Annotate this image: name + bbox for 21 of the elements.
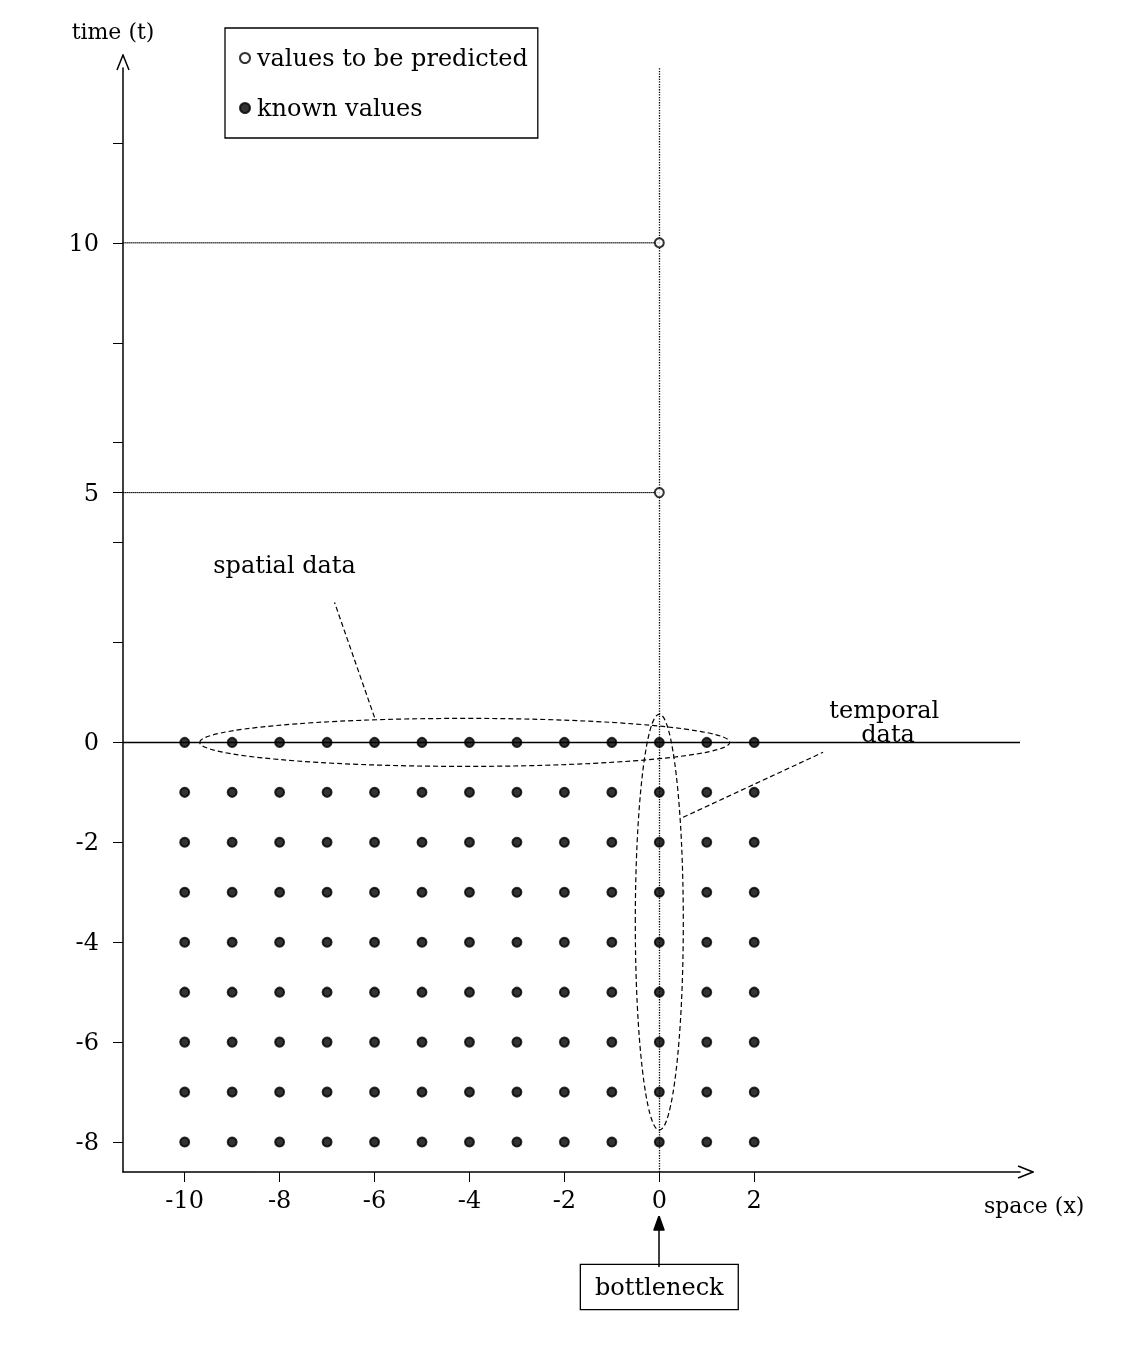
legend-label: known values bbox=[257, 94, 423, 122]
x-tick-label: -2 bbox=[552, 1186, 577, 1214]
y-tick-label: 5 bbox=[83, 478, 99, 507]
y-tick-label: -6 bbox=[75, 1028, 99, 1057]
x-tick-label: -10 bbox=[165, 1186, 205, 1214]
y-tick-label: -4 bbox=[75, 928, 99, 957]
x-tick-label: -4 bbox=[457, 1186, 482, 1214]
y-tick-label: -8 bbox=[75, 1128, 99, 1157]
text: bottleneck bbox=[594, 1273, 725, 1301]
annotation: spatial data bbox=[213, 551, 356, 580]
y-tick-label: 10 bbox=[68, 228, 99, 257]
legend-label: values to be predicted bbox=[256, 44, 528, 72]
x-tick-label: -8 bbox=[267, 1186, 292, 1214]
x-tick-label: 0 bbox=[651, 1186, 667, 1214]
x-tick-label: -6 bbox=[362, 1186, 387, 1214]
annotation: temporal data bbox=[829, 696, 947, 749]
x-tick-label: 2 bbox=[746, 1186, 762, 1214]
y-axis-title: time (t) bbox=[71, 18, 155, 44]
y-tick-label: 0 bbox=[83, 728, 99, 757]
x-axis-title: space (x) bbox=[984, 1192, 1085, 1218]
y-tick-label: -2 bbox=[75, 828, 99, 857]
